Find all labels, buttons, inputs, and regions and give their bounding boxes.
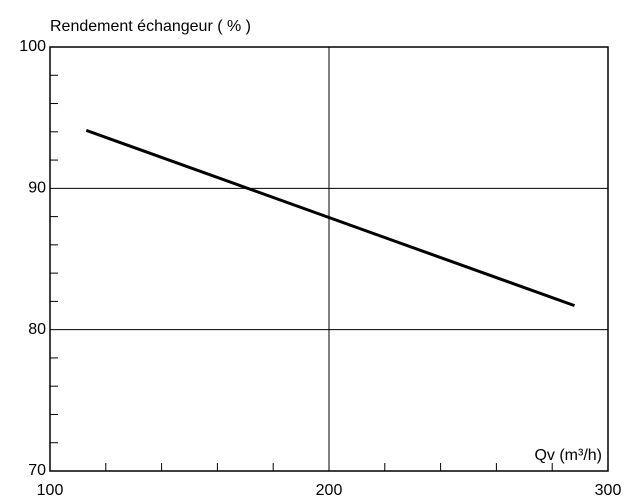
x-tick-label: 200: [316, 482, 343, 499]
y-tick-label: 80: [28, 321, 46, 338]
y-tick-label: 100: [19, 38, 46, 55]
plot-frame: [49, 46, 609, 472]
x-tick-label: 300: [595, 482, 622, 499]
y-tick-label: 70: [28, 462, 46, 479]
y-axis-label: Rendement échangeur ( % ): [50, 18, 251, 35]
x-axis-label: Qv (m³/h): [534, 447, 602, 464]
y-tick-label: 90: [28, 180, 46, 197]
x-tick-label: 100: [37, 482, 64, 499]
data-line: [85, 128, 576, 308]
